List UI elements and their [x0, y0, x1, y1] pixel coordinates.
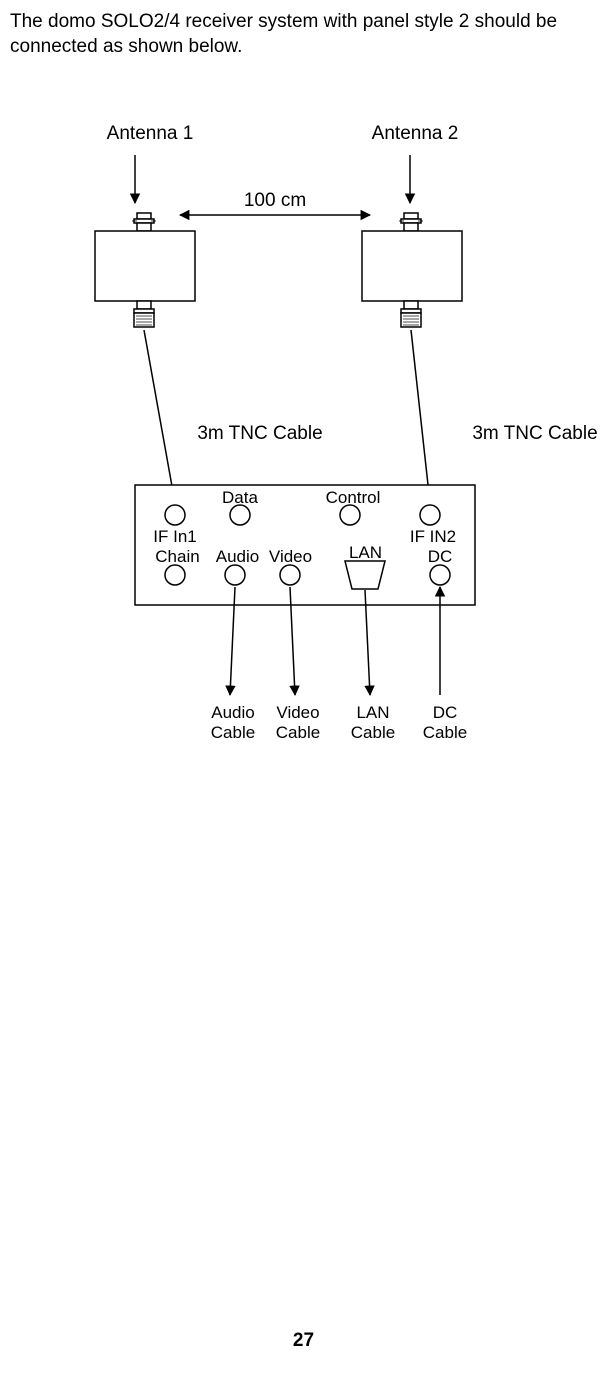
port-audio	[225, 565, 245, 585]
page-number: 27	[0, 1330, 607, 1352]
label-chain: Chain	[150, 547, 205, 567]
label-distance: 100 cm	[225, 190, 325, 212]
label-video: Video	[263, 547, 318, 567]
label-if-in1: IF In1	[145, 527, 205, 547]
antenna2-shape	[362, 213, 462, 327]
label-lan: LAN	[343, 543, 388, 563]
port-if-in1	[165, 505, 185, 525]
diagram-svg	[0, 95, 607, 995]
label-audio: Audio	[210, 547, 265, 567]
tnc-cable-left	[144, 330, 175, 503]
connection-diagram: Antenna 1 Antenna 2 100 cm 3m TNC Cable …	[0, 95, 607, 995]
label-control: Control	[318, 488, 388, 508]
label-dc-cable: DC Cable	[415, 703, 475, 743]
label-audio-cable: Audio Cable	[203, 703, 263, 743]
port-control	[340, 505, 360, 525]
label-video-cable: Video Cable	[268, 703, 328, 743]
label-lan-cable: LAN Cable	[343, 703, 403, 743]
label-data: Data	[215, 488, 265, 508]
label-tnc-left: 3m TNC Cable	[180, 423, 340, 445]
port-if-in2	[420, 505, 440, 525]
port-dc	[430, 565, 450, 585]
label-tnc-right: 3m TNC Cable	[455, 423, 607, 445]
port-video	[280, 565, 300, 585]
port-chain	[165, 565, 185, 585]
port-lan	[345, 561, 385, 589]
tnc-cable-right	[411, 330, 430, 503]
antenna1-shape	[95, 213, 195, 327]
label-antenna2: Antenna 2	[360, 123, 470, 145]
intro-text: The domo SOLO2/4 receiver system with pa…	[10, 10, 590, 59]
label-dc: DC	[420, 547, 460, 567]
label-antenna1: Antenna 1	[95, 123, 205, 145]
label-if-in2: IF IN2	[403, 527, 463, 547]
port-data	[230, 505, 250, 525]
